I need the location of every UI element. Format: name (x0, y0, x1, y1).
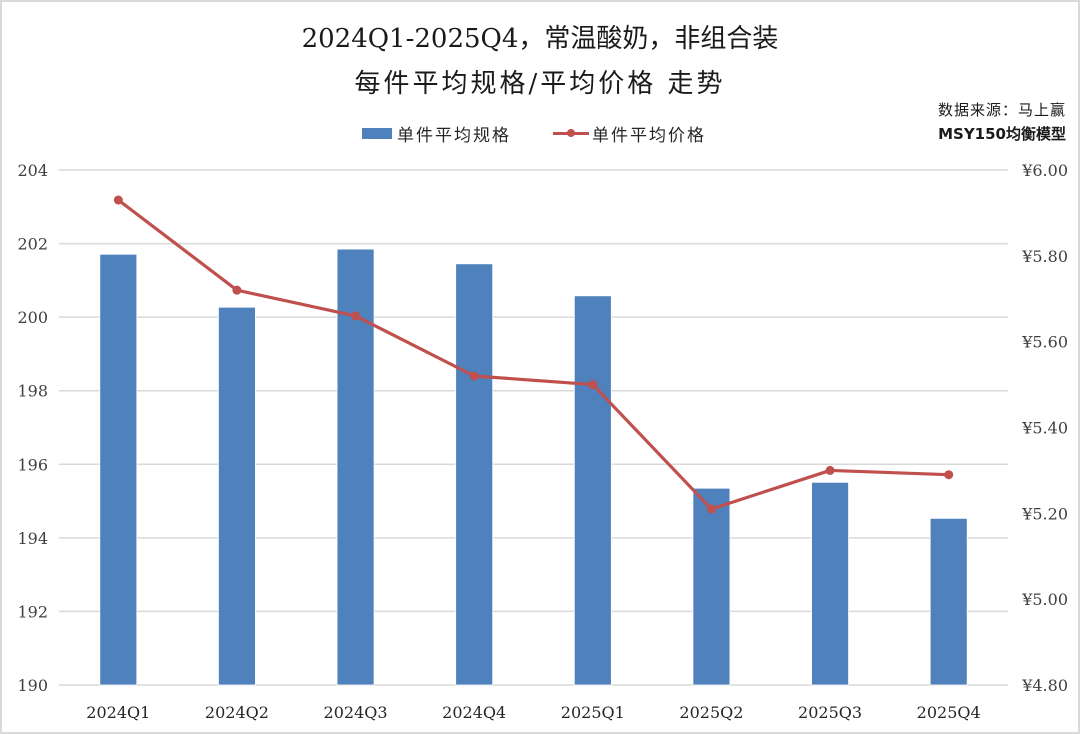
bar-series (99, 248, 968, 686)
price-marker (351, 311, 361, 321)
legend-item-avg-size: 单件平均规格 (362, 121, 511, 146)
legend-label-avg-size: 单件平均规格 (397, 125, 511, 146)
line-series (113, 195, 954, 514)
right-tick-label: ¥5.00 (1021, 590, 1068, 609)
bar (455, 263, 494, 686)
bar-swatch-icon (362, 127, 392, 139)
price-marker (825, 465, 835, 475)
left-tick-label: 200 (17, 308, 48, 327)
right-tick-label: ¥5.40 (1021, 419, 1068, 438)
left-tick-label: 194 (17, 529, 48, 548)
bar (929, 517, 968, 686)
bar (811, 481, 849, 686)
right-axis-ticks: ¥4.80 ¥5.00 ¥5.20 ¥5.40 ¥5.60 ¥5.80 ¥6.00 (1021, 161, 1068, 695)
right-tick-label: ¥4.80 (1021, 676, 1068, 695)
model-label: MSY150均衡模型 (938, 125, 1066, 143)
x-tick-label: 2024Q1 (86, 703, 150, 722)
price-line (117, 198, 949, 511)
chart-title-line-2: 每件平均规格/平均价格 走势 (354, 69, 726, 99)
x-tick-label: 2025Q4 (917, 703, 981, 722)
price-marker (232, 285, 242, 295)
x-tick-label: 2025Q1 (561, 703, 625, 722)
left-tick-label: 198 (17, 382, 48, 401)
price-marker (469, 371, 479, 381)
x-tick-label: 2025Q3 (798, 703, 862, 722)
bar (218, 306, 256, 686)
x-axis-labels: 2024Q1 2024Q2 2024Q3 2024Q4 2025Q1 2025Q2 2025… (86, 703, 980, 722)
price-marker (113, 195, 123, 205)
right-tick-label: ¥5.60 (1021, 333, 1068, 352)
right-tick-label: ¥6.00 (1021, 161, 1068, 180)
left-tick-label: 192 (17, 602, 48, 621)
x-tick-label: 2024Q2 (205, 703, 269, 722)
data-source-label: 数据来源：马上赢 (937, 101, 1066, 119)
left-axis-ticks: 190 192 194 196 198 200 202 204 (17, 161, 48, 695)
left-tick-label: 204 (17, 161, 48, 180)
bar (692, 487, 731, 686)
right-tick-label: ¥5.20 (1021, 504, 1068, 523)
chart-title-line-1: 2024Q1-2025Q4，常温酸奶，非组合装 (301, 24, 779, 54)
x-tick-label: 2024Q4 (442, 703, 506, 722)
legend-label-avg-price: 单件平均价格 (592, 125, 706, 146)
left-tick-label: 190 (17, 676, 48, 695)
x-tick-label: 2025Q2 (679, 703, 743, 722)
gridlines (59, 169, 1008, 686)
price-marker (706, 504, 716, 514)
x-tick-label: 2024Q3 (324, 703, 388, 722)
right-tick-label: ¥5.80 (1021, 247, 1068, 266)
legend-item-avg-price: 单件平均价格 (553, 121, 706, 146)
left-tick-label: 202 (17, 235, 48, 254)
left-tick-label: 196 (17, 455, 48, 474)
line-marker-swatch-icon (553, 127, 589, 139)
bar (573, 295, 612, 686)
price-marker (588, 380, 598, 390)
bar (99, 253, 138, 686)
price-marker (944, 470, 954, 480)
